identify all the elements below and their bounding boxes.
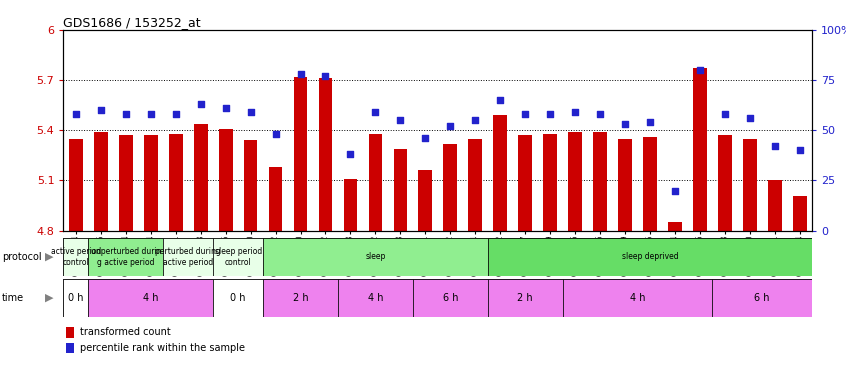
Text: sleep period
control: sleep period control [215,247,261,267]
Text: percentile rank within the sample: percentile rank within the sample [80,343,244,353]
Bar [169,134,183,231]
Point [169,111,183,117]
Point [718,111,732,117]
Text: transformed count: transformed count [80,327,170,337]
FancyBboxPatch shape [712,279,812,317]
Text: ▶: ▶ [45,293,53,303]
Bar [269,167,283,231]
Text: sleep deprived: sleep deprived [622,252,678,261]
Point [668,188,682,194]
Text: 2 h: 2 h [293,293,308,303]
Text: 0 h: 0 h [69,293,84,303]
Text: active period
control: active period control [51,247,101,267]
FancyBboxPatch shape [213,279,263,317]
FancyBboxPatch shape [263,279,338,317]
Bar [94,132,107,231]
Point [543,111,557,117]
FancyBboxPatch shape [213,238,263,276]
FancyBboxPatch shape [413,279,487,317]
FancyBboxPatch shape [487,279,563,317]
Bar [319,78,332,231]
Bar [443,144,457,231]
Bar [144,135,157,231]
Point [569,109,582,115]
Point [768,143,782,149]
Bar [519,135,532,231]
Point [618,121,632,127]
Text: 4 h: 4 h [143,293,158,303]
Point [269,131,283,137]
Text: 4 h: 4 h [629,293,645,303]
Point [144,111,157,117]
Bar [343,179,357,231]
Bar [419,170,432,231]
Text: perturbed during
active period: perturbed during active period [156,247,221,267]
Point [319,73,332,79]
Point [693,67,706,73]
Text: time: time [2,293,24,303]
Bar [618,139,632,231]
Point [419,135,432,141]
Bar [743,139,756,231]
Point [369,109,382,115]
Point [294,71,307,77]
Point [593,111,607,117]
Point [69,111,83,117]
Bar [768,180,782,231]
Bar [219,129,233,231]
Text: 6 h: 6 h [755,293,770,303]
FancyBboxPatch shape [338,279,413,317]
Point [743,115,756,121]
FancyBboxPatch shape [263,238,487,276]
Point [219,105,233,111]
Bar [369,134,382,231]
FancyBboxPatch shape [63,238,88,276]
Text: 4 h: 4 h [368,293,383,303]
Bar [793,195,806,231]
Point [393,117,407,123]
Bar [119,135,133,231]
Text: 6 h: 6 h [442,293,458,303]
Bar [569,132,582,231]
Bar [493,115,507,231]
Bar [393,149,407,231]
Text: protocol: protocol [2,252,41,262]
FancyBboxPatch shape [163,238,213,276]
Point [244,109,257,115]
FancyBboxPatch shape [88,279,213,317]
Point [643,119,656,125]
Point [343,152,357,157]
Bar [543,134,557,231]
Text: 0 h: 0 h [230,293,246,303]
Bar [668,222,682,231]
FancyBboxPatch shape [487,238,812,276]
Point [194,101,207,107]
Bar [194,124,207,231]
Text: sleep: sleep [365,252,386,261]
Point [443,123,457,129]
Bar [69,139,83,231]
FancyBboxPatch shape [88,238,163,276]
Text: 2 h: 2 h [518,293,533,303]
Point [94,107,107,113]
Bar [244,140,257,231]
Point [469,117,482,123]
Bar [718,135,732,231]
Text: GDS1686 / 153252_at: GDS1686 / 153252_at [63,16,201,29]
Point [519,111,532,117]
Text: unperturbed durin
g active period: unperturbed durin g active period [91,247,161,267]
Point [493,97,507,103]
FancyBboxPatch shape [563,279,712,317]
Point [119,111,133,117]
FancyBboxPatch shape [63,279,88,317]
Bar [469,139,482,231]
Bar [593,132,607,231]
Text: ▶: ▶ [45,252,53,262]
Point [793,147,806,153]
Bar [693,69,706,231]
Bar [643,137,656,231]
Bar [294,77,307,231]
